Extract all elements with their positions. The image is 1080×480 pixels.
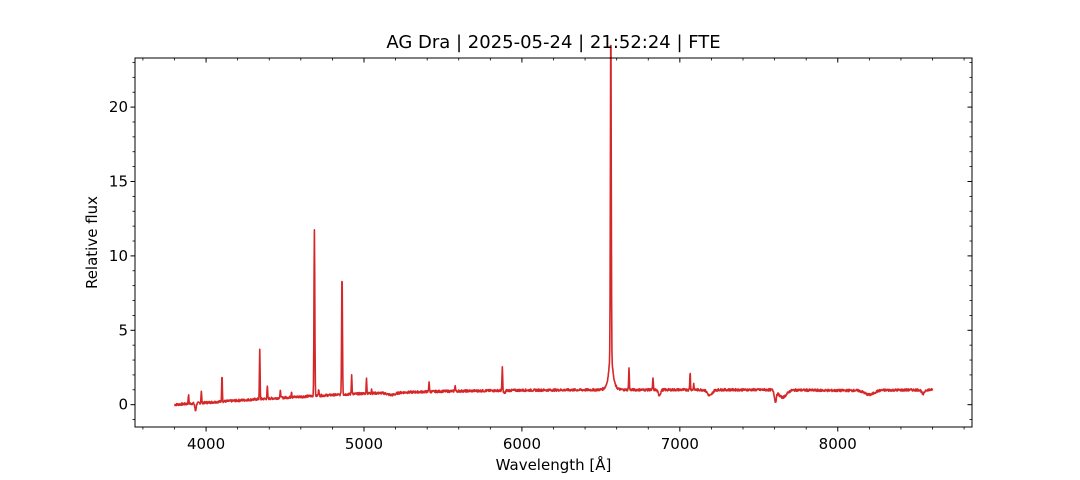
y-tick-label: 20 xyxy=(109,98,128,116)
plot-area xyxy=(174,44,934,412)
axis-ticks: 4000 5000 6000 7000 8000 0 5 10 15 20 xyxy=(109,58,972,453)
x-axis-label: Wavelength [Å] xyxy=(496,455,612,474)
y-axis-label: Relative flux xyxy=(83,196,101,289)
spectrum-line xyxy=(174,44,934,412)
y-tick-label: 10 xyxy=(109,247,128,265)
x-tick-label: 4000 xyxy=(187,435,225,453)
x-tick-label: 6000 xyxy=(503,435,541,453)
y-tick-label: 0 xyxy=(118,396,128,414)
y-tick-label: 5 xyxy=(118,321,128,339)
y-tick-label: 15 xyxy=(109,172,128,190)
chart-title: AG Dra | 2025-05-24 | 21:52:24 | FTE xyxy=(386,32,720,53)
x-tick-label: 5000 xyxy=(345,435,383,453)
x-tick-label: 7000 xyxy=(661,435,699,453)
x-tick-label: 8000 xyxy=(819,435,857,453)
